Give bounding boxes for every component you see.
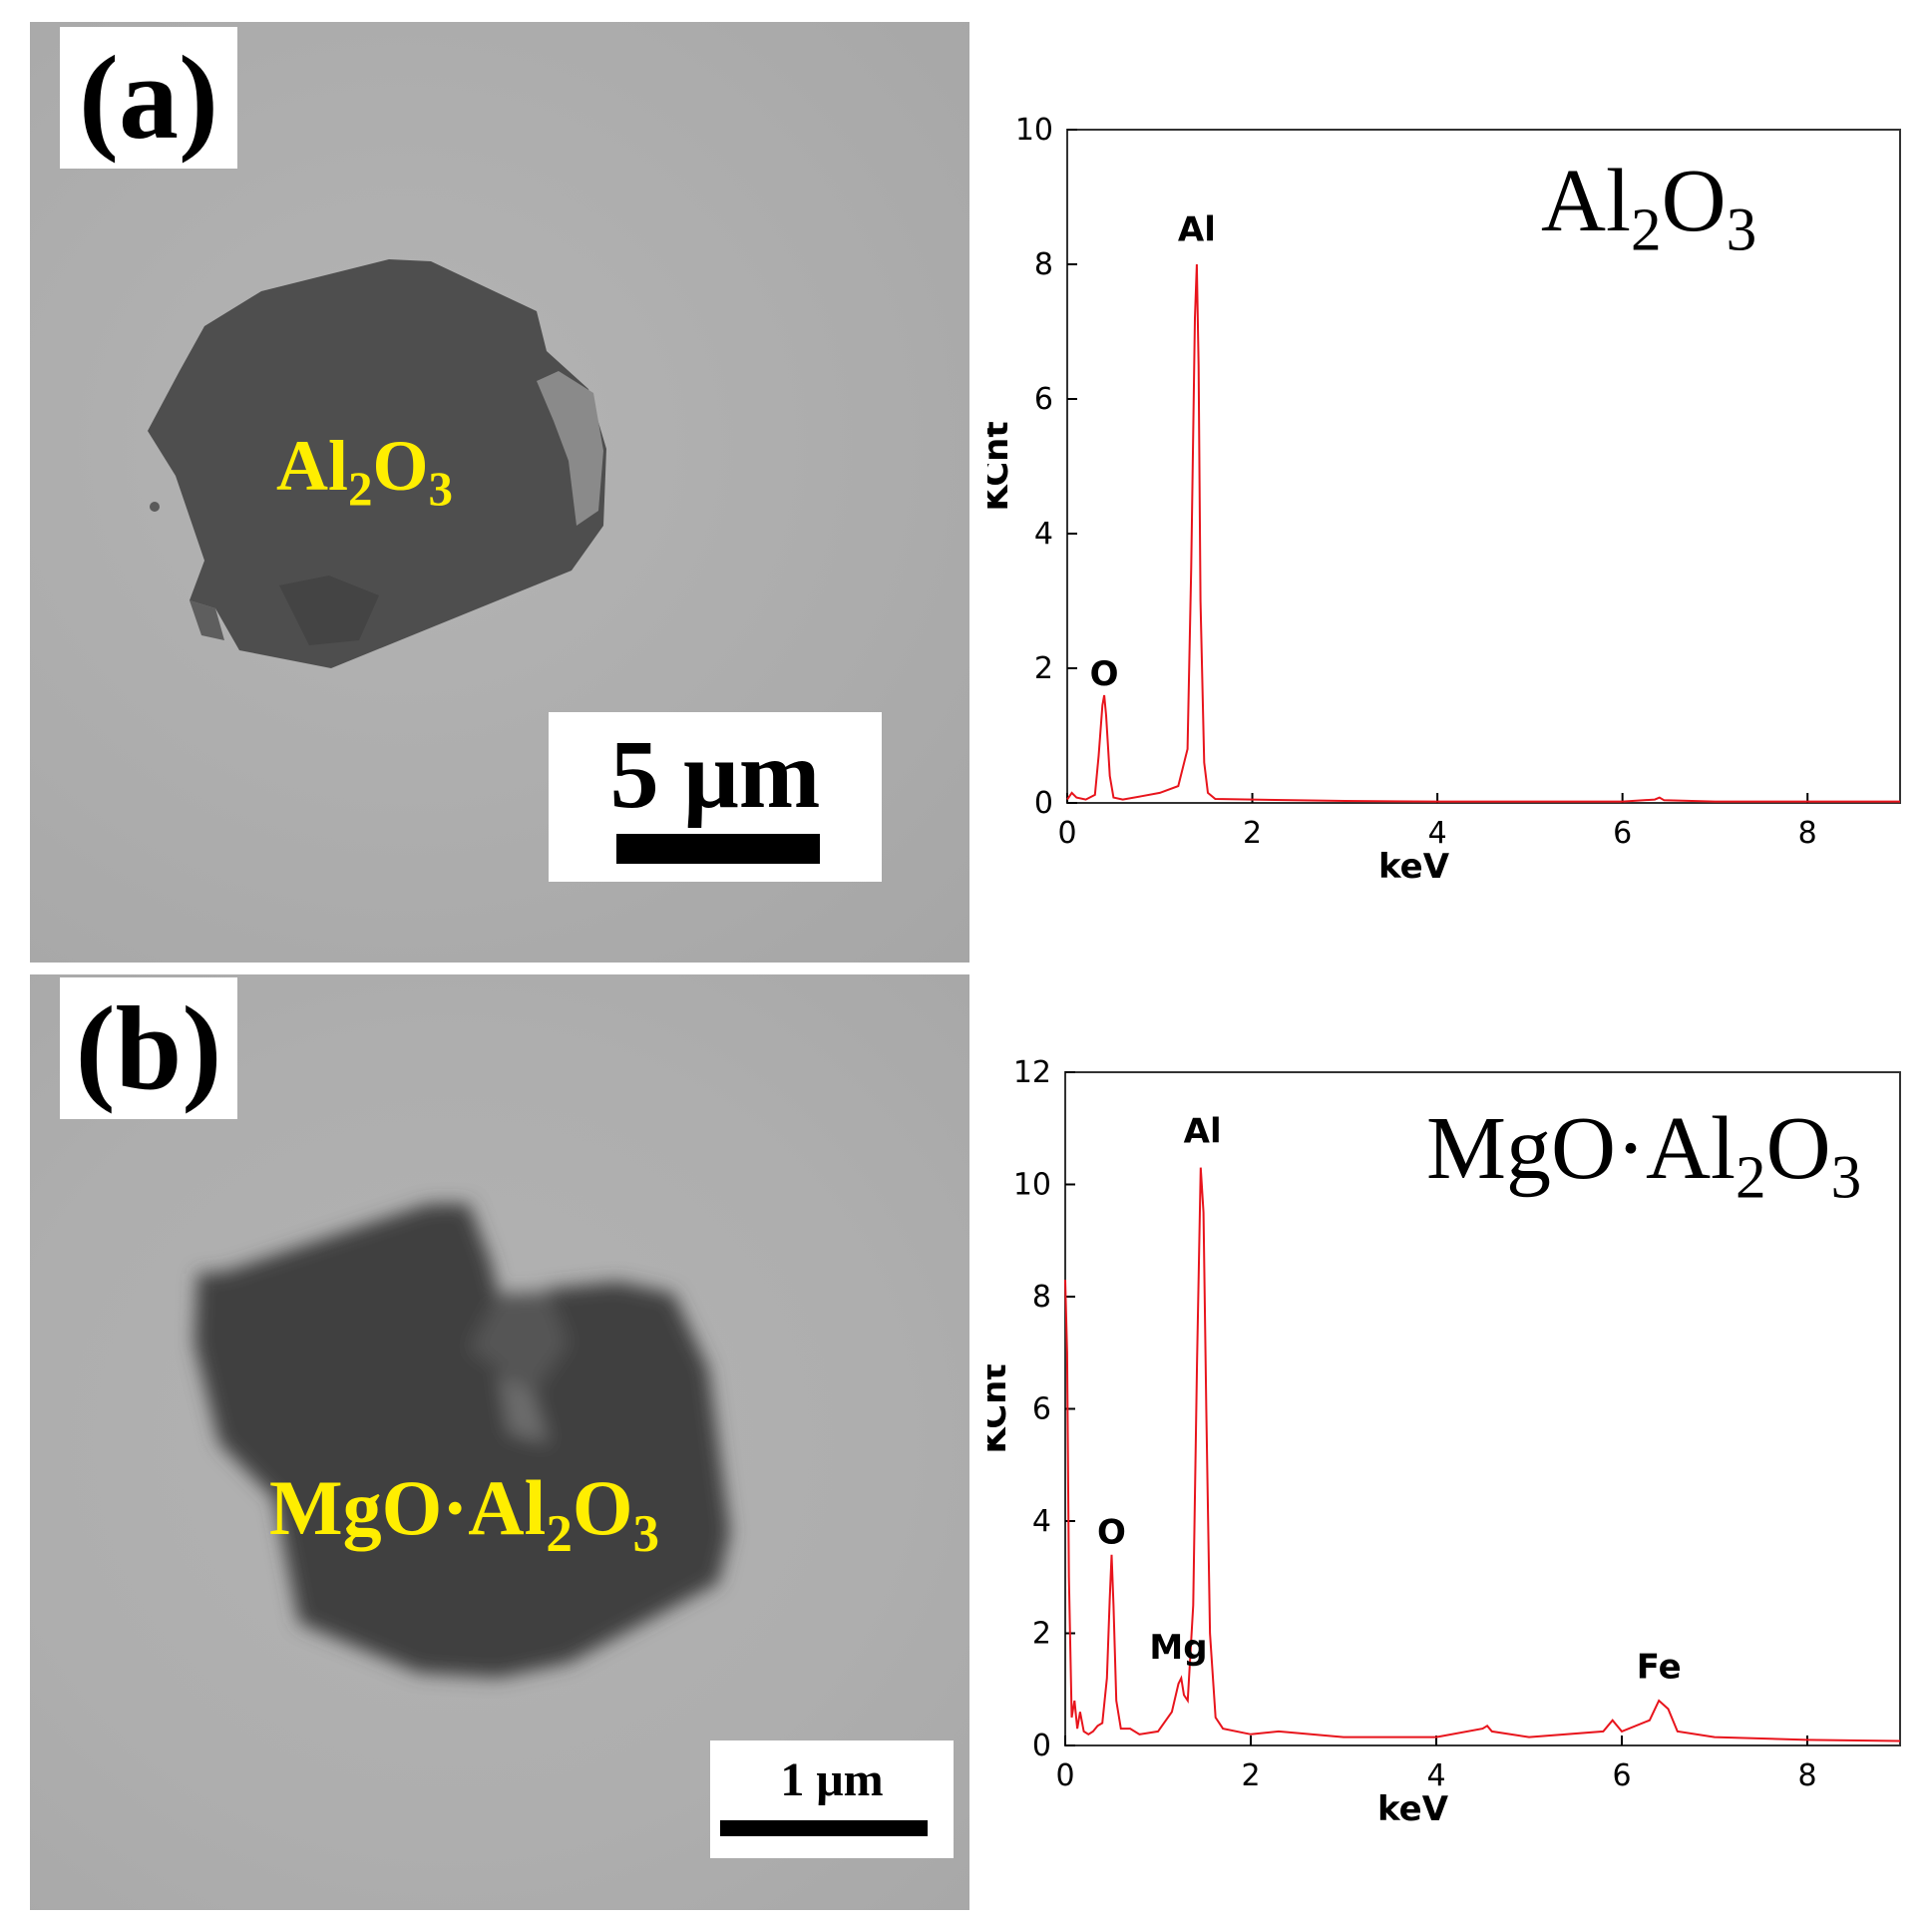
x-tick-label-b: 8 — [1797, 1758, 1816, 1793]
peak-label-al-b: Al — [1184, 1111, 1222, 1151]
y-tick-label-a: 2 — [1034, 651, 1053, 686]
y-tick-label-b: 2 — [1032, 1617, 1051, 1652]
panel-label-b: (b) — [60, 977, 237, 1119]
eds-chart-a-svg: 0 2 4 6 8 0 2 4 6 8 10 keV KCnt O Al — [976, 113, 1901, 887]
scale-bar-label-b: 1 μm — [780, 1753, 884, 1806]
peak-label-o-a: O — [1090, 654, 1119, 694]
y-tick-label-b: 8 — [1032, 1280, 1051, 1315]
y-axis-label-b: KCnt — [987, 1363, 1014, 1453]
x-tick-label-b: 2 — [1241, 1758, 1260, 1793]
x-tick-label-a: 6 — [1613, 816, 1632, 851]
eds-chart-b: 0 2 4 6 8 0 2 4 6 8 10 12 keV KCnt O Mg Al Fe MgO·Al2O3 — [974, 1042, 1925, 1850]
sem-image-a: Al2O3 5 μm — [30, 22, 969, 963]
x-tick-label-b: 4 — [1426, 1758, 1445, 1793]
y-tick-label-a: 4 — [1034, 517, 1053, 552]
sem-phase-label-a: Al2O3 — [276, 426, 453, 517]
y-tick-label-b: 4 — [1032, 1504, 1051, 1539]
x-tick-label-a: 0 — [1057, 816, 1076, 851]
y-axis-label-a: KCnt — [987, 421, 1016, 511]
scale-bar-box-b: 1 μm — [710, 1740, 954, 1858]
eds-chart-a: 0 2 4 6 8 0 2 4 6 8 10 keV KCnt O Al Al2O3 — [976, 110, 1925, 908]
sem-image-b: MgO·Al2O3 1 μm — [30, 974, 969, 1910]
peak-label-mg-b: Mg — [1149, 1628, 1207, 1668]
scale-bar-b — [720, 1820, 928, 1836]
peak-label-o-b: O — [1097, 1513, 1126, 1553]
y-tick-label-a: 10 — [1015, 113, 1053, 148]
x-tick-label-a: 8 — [1798, 816, 1817, 851]
mgo-al2o3-particle — [194, 1204, 730, 1678]
scale-bar-label-a: 5 μm — [609, 721, 821, 829]
y-tick-label-a: 8 — [1034, 247, 1053, 282]
x-axis-label-a: keV — [1378, 847, 1450, 887]
sem-phase-label-b: MgO·Al2O3 — [269, 1464, 660, 1563]
panel-label-a: (a) — [60, 27, 237, 169]
x-tick-label-a: 2 — [1243, 816, 1262, 851]
y-tick-label-a: 6 — [1034, 382, 1053, 417]
eds-formula-a: Al2O3 — [1541, 152, 1757, 264]
scale-bar-a — [616, 834, 820, 864]
eds-formula-b: MgO·Al2O3 — [1426, 1099, 1862, 1212]
y-tick-label-b: 6 — [1032, 1392, 1051, 1427]
x-tick-label-a: 4 — [1428, 816, 1447, 851]
eds-chart-b-svg: 0 2 4 6 8 0 2 4 6 8 10 12 keV KCnt O Mg Al Fe — [974, 1055, 1901, 1829]
y-tick-label-a: 0 — [1034, 786, 1053, 821]
al2o3-particle — [148, 259, 606, 668]
peak-label-al-a: Al — [1178, 209, 1216, 249]
spectrum-line-b — [1064, 1167, 1901, 1742]
x-axis-label-b: keV — [1377, 1789, 1449, 1829]
x-tick-label-b: 6 — [1612, 1758, 1631, 1793]
y-tick-label-b: 0 — [1032, 1729, 1051, 1763]
x-tick-label-b: 0 — [1055, 1758, 1074, 1793]
spectrum-line-a — [1066, 263, 1900, 803]
scale-bar-box-a: 5 μm — [549, 712, 882, 882]
peak-label-fe-b: Fe — [1637, 1648, 1682, 1688]
y-tick-label-b: 12 — [1013, 1055, 1051, 1090]
plot-frame-a — [1066, 129, 1901, 804]
y-tick-label-b: 10 — [1013, 1168, 1051, 1203]
